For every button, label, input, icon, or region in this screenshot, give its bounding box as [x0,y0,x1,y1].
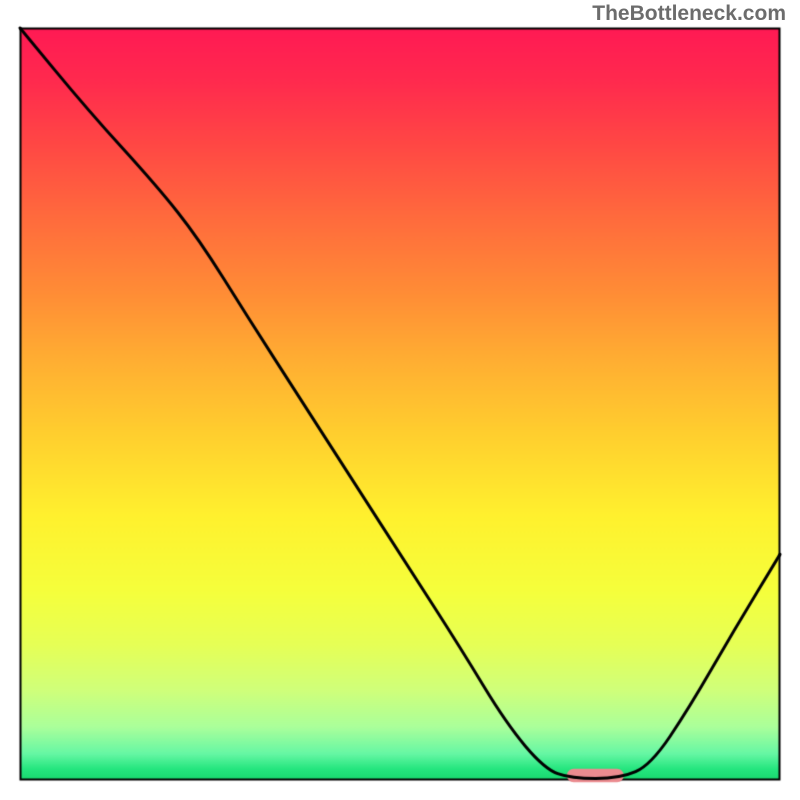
chart-container: TheBottleneck.com [0,0,800,800]
watermark-text: TheBottleneck.com [592,2,786,26]
curve-overlay-canvas [0,0,800,800]
